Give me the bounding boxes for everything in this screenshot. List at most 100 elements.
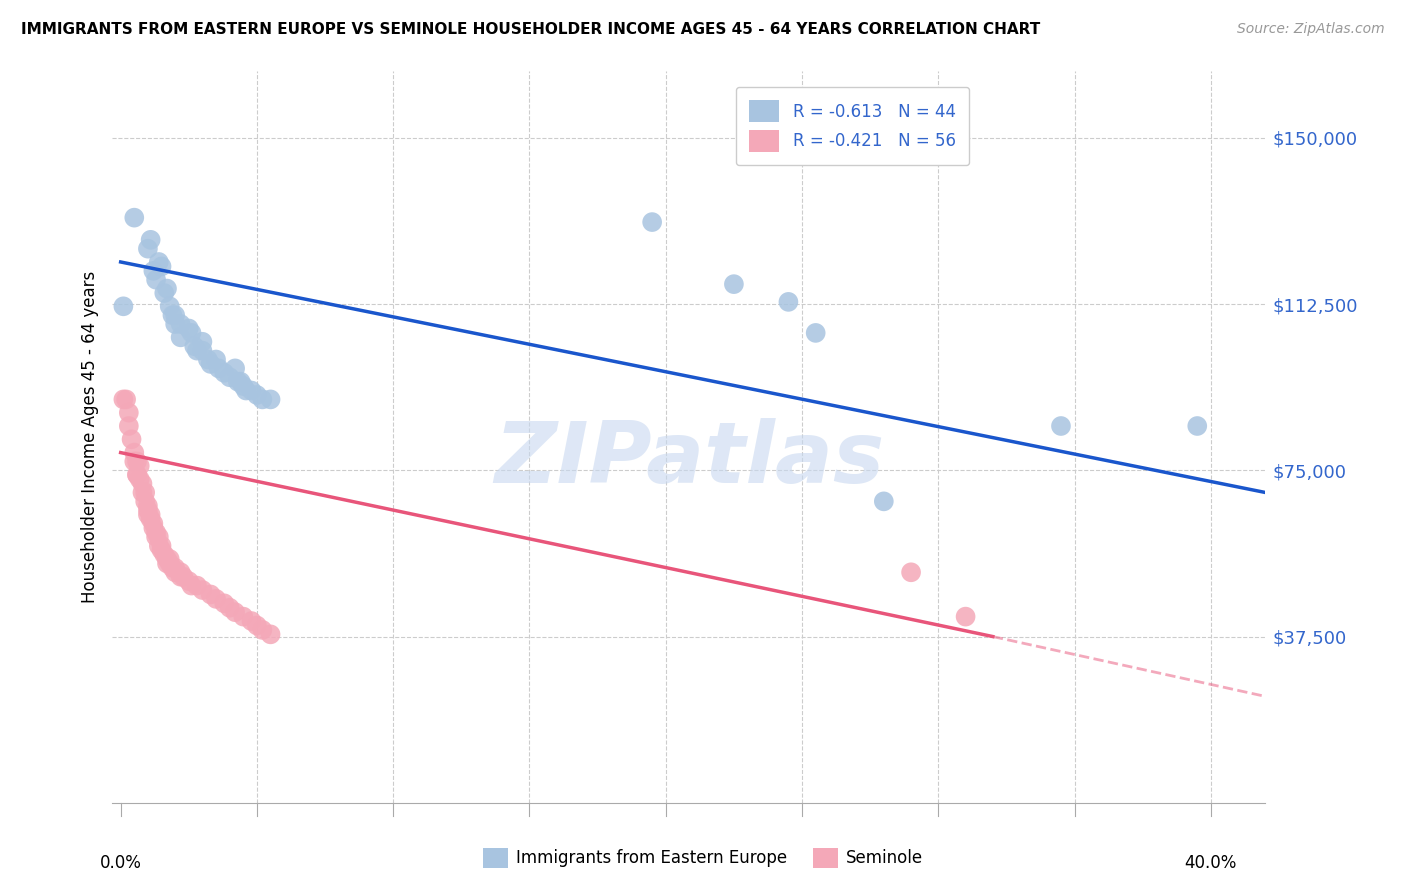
Point <box>205 591 228 606</box>
Point <box>112 299 135 313</box>
Point <box>156 282 179 296</box>
Point <box>148 530 170 544</box>
Legend: R = -0.613   N = 44, R = -0.421   N = 56: R = -0.613 N = 44, R = -0.421 N = 56 <box>735 87 969 165</box>
Point <box>134 485 156 500</box>
Point <box>191 334 214 349</box>
Legend: Immigrants from Eastern Europe, Seminole: Immigrants from Eastern Europe, Seminole <box>477 841 929 875</box>
Point <box>212 366 235 380</box>
Point <box>955 609 977 624</box>
Point <box>246 618 269 632</box>
Point <box>136 499 159 513</box>
Point <box>240 384 263 398</box>
Point <box>134 494 156 508</box>
Point <box>142 521 165 535</box>
Point <box>156 552 179 566</box>
Point <box>145 530 167 544</box>
Point <box>136 503 159 517</box>
Point <box>804 326 827 340</box>
Point <box>159 552 181 566</box>
Point <box>259 627 281 641</box>
Text: ZIPatlas: ZIPatlas <box>494 417 884 500</box>
Point <box>200 587 222 601</box>
Point <box>186 578 208 592</box>
Text: Source: ZipAtlas.com: Source: ZipAtlas.com <box>1237 22 1385 37</box>
Text: 0.0%: 0.0% <box>100 854 142 872</box>
Point <box>180 578 202 592</box>
Point <box>246 388 269 402</box>
Point <box>165 317 187 331</box>
Point <box>232 379 254 393</box>
Point <box>139 233 162 247</box>
Point <box>252 392 274 407</box>
Point <box>118 406 141 420</box>
Point <box>183 339 205 353</box>
Point <box>218 370 240 384</box>
Point <box>165 561 187 575</box>
Point <box>125 467 148 482</box>
Point <box>125 467 148 482</box>
Point <box>641 215 664 229</box>
Point <box>159 557 181 571</box>
Point <box>124 445 146 459</box>
Point <box>197 352 219 367</box>
Text: 40.0%: 40.0% <box>1185 854 1237 872</box>
Point <box>169 570 191 584</box>
Point <box>224 605 246 619</box>
Point <box>142 264 165 278</box>
Point <box>118 419 141 434</box>
Point <box>156 557 179 571</box>
Point <box>180 326 202 340</box>
Point <box>112 392 135 407</box>
Point <box>172 570 194 584</box>
Point <box>778 294 800 309</box>
Text: IMMIGRANTS FROM EASTERN EUROPE VS SEMINOLE HOUSEHOLDER INCOME AGES 45 - 64 YEARS: IMMIGRANTS FROM EASTERN EUROPE VS SEMINO… <box>21 22 1040 37</box>
Point <box>139 512 162 526</box>
Point <box>226 375 249 389</box>
Point <box>139 508 162 522</box>
Point <box>159 299 181 313</box>
Point <box>145 273 167 287</box>
Point <box>900 566 922 580</box>
Point <box>186 343 208 358</box>
Y-axis label: Householder Income Ages 45 - 64 years: Householder Income Ages 45 - 64 years <box>80 271 98 603</box>
Point <box>145 525 167 540</box>
Point <box>136 242 159 256</box>
Point <box>128 458 150 473</box>
Point <box>125 454 148 468</box>
Point <box>177 574 200 589</box>
Point <box>128 472 150 486</box>
Point <box>169 330 191 344</box>
Point <box>212 596 235 610</box>
Point <box>169 566 191 580</box>
Point <box>252 623 274 637</box>
Point <box>229 375 252 389</box>
Point <box>165 566 187 580</box>
Point <box>1050 419 1073 434</box>
Point <box>169 317 191 331</box>
Point <box>259 392 281 407</box>
Point <box>148 255 170 269</box>
Point <box>177 321 200 335</box>
Point <box>162 561 184 575</box>
Point <box>150 539 173 553</box>
Point <box>115 392 138 407</box>
Point <box>150 543 173 558</box>
Point <box>873 494 896 508</box>
Point <box>153 285 176 300</box>
Point <box>148 539 170 553</box>
Point <box>205 352 228 367</box>
Point <box>136 508 159 522</box>
Point <box>121 432 143 446</box>
Point <box>224 361 246 376</box>
Point <box>162 308 184 322</box>
Point <box>723 277 745 292</box>
Point <box>165 308 187 322</box>
Point <box>232 609 254 624</box>
Point <box>142 516 165 531</box>
Point <box>153 548 176 562</box>
Point <box>240 614 263 628</box>
Point <box>200 357 222 371</box>
Point <box>191 343 214 358</box>
Point <box>218 600 240 615</box>
Point <box>191 582 214 597</box>
